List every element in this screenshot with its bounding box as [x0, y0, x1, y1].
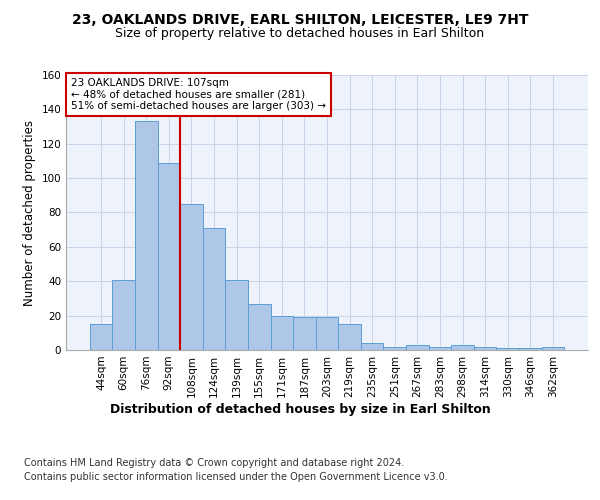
Text: Contains public sector information licensed under the Open Government Licence v3: Contains public sector information licen…	[24, 472, 448, 482]
Bar	[180, 204, 203, 350]
Bar	[248, 304, 271, 350]
Bar	[203, 228, 226, 350]
Bar	[271, 316, 293, 350]
Bar	[293, 318, 316, 350]
Bar	[158, 162, 180, 350]
Bar	[338, 324, 361, 350]
Bar	[496, 348, 519, 350]
Bar	[361, 343, 383, 350]
Bar	[135, 122, 158, 350]
Bar	[383, 346, 406, 350]
Text: 23 OAKLANDS DRIVE: 107sqm
← 48% of detached houses are smaller (281)
51% of semi: 23 OAKLANDS DRIVE: 107sqm ← 48% of detac…	[71, 78, 326, 111]
Y-axis label: Number of detached properties: Number of detached properties	[23, 120, 36, 306]
Text: Contains HM Land Registry data © Crown copyright and database right 2024.: Contains HM Land Registry data © Crown c…	[24, 458, 404, 468]
Bar	[542, 346, 564, 350]
Text: Distribution of detached houses by size in Earl Shilton: Distribution of detached houses by size …	[110, 402, 490, 415]
Bar	[406, 345, 428, 350]
Bar	[226, 280, 248, 350]
Bar	[474, 346, 496, 350]
Bar	[519, 348, 542, 350]
Bar	[451, 345, 474, 350]
Bar	[112, 280, 135, 350]
Text: Size of property relative to detached houses in Earl Shilton: Size of property relative to detached ho…	[115, 28, 485, 40]
Bar	[316, 318, 338, 350]
Text: 23, OAKLANDS DRIVE, EARL SHILTON, LEICESTER, LE9 7HT: 23, OAKLANDS DRIVE, EARL SHILTON, LEICES…	[72, 12, 528, 26]
Bar	[428, 346, 451, 350]
Bar	[90, 324, 112, 350]
